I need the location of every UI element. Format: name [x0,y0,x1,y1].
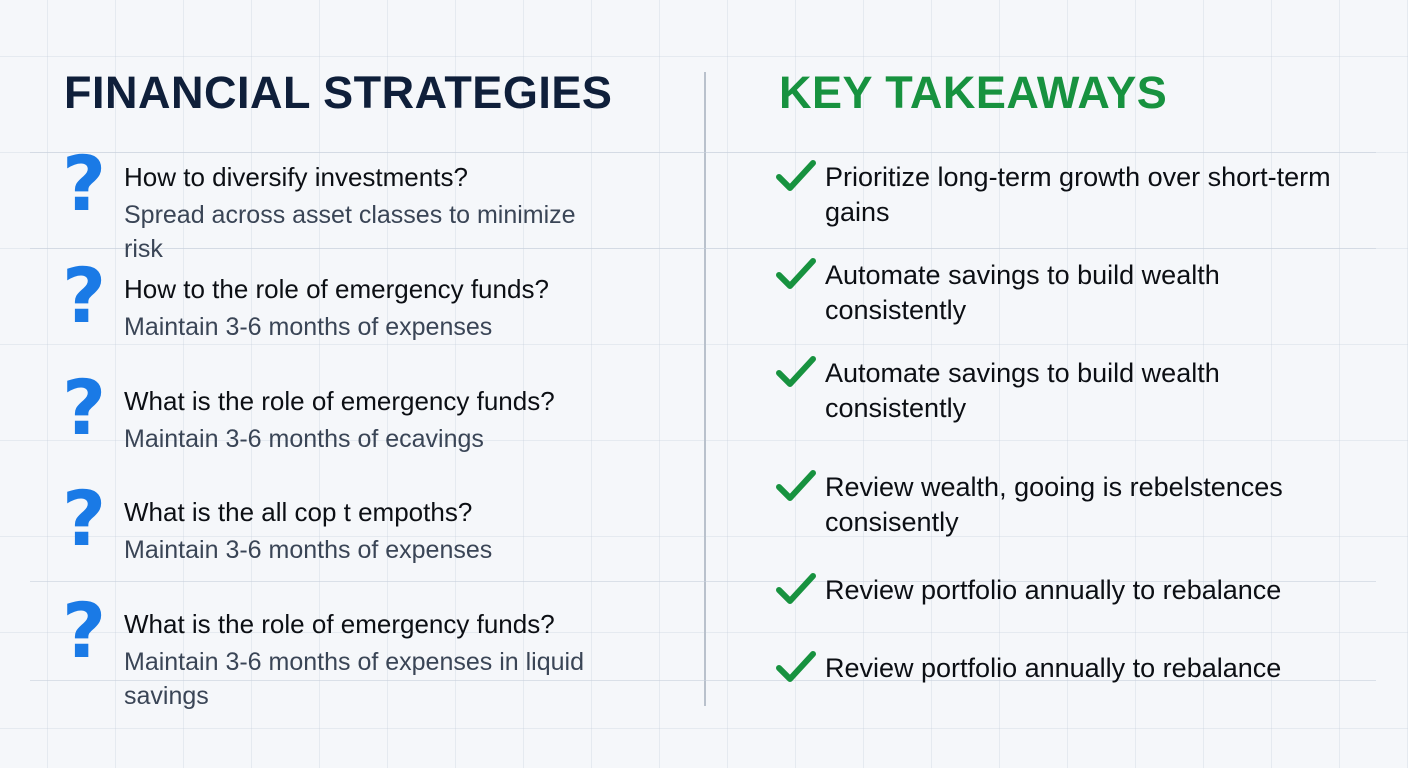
strategy-answer: Spread across asset classes to minimize … [124,201,576,263]
takeaway-text: Prioritize long-term growth over short-t… [825,162,1331,227]
strategy-question: How to the role of emergency funds? [124,274,549,304]
strategy-question: What is the all cop t empoths? [124,497,473,527]
key-takeaways-title: KEY TAKEAWAYS [779,67,1168,118]
checkmark-icon [776,651,816,682]
strategy-question: What is the role of emergency funds? [124,609,555,639]
takeaway-text: Review portfolio annually to rebalance [825,575,1282,605]
checkmark-icon [776,160,816,191]
takeaway-text: Review wealth, gooing is rebelstences co… [825,472,1283,537]
question-mark-icon: ? [61,251,107,340]
strategy-answer: Maintain 3-6 months of ecavings [124,425,484,453]
strategy-question: How to diversify investments? [124,162,468,192]
takeaway-text: Automate savings to build wealth consist… [825,260,1220,325]
question-mark-icon: ? [61,363,107,452]
strategy-question: What is the role of emergency funds? [124,386,555,416]
question-mark-icon: ? [61,474,107,563]
checkmark-icon [776,470,816,501]
grid-line [30,581,1376,582]
grid-line [30,152,1376,153]
takeaway-text: Automate savings to build wealth consist… [825,358,1220,423]
grid-line [30,248,1376,249]
checkmark-icon [776,258,816,289]
question-mark-icon: ? [61,139,107,228]
question-mark-icon: ? [61,586,107,675]
takeaway-text: Review portfolio annually to rebalance [825,653,1282,683]
financial-strategies-title: FINANCIAL STRATEGIES [64,67,613,118]
column-divider [704,72,706,706]
grid-line [30,680,1376,681]
strategy-answer: Maintain 3-6 months of expenses in liqui… [124,648,584,710]
checkmark-icon [776,573,816,604]
strategy-answer: Maintain 3-6 months of expenses [124,313,493,341]
strategy-answer: Maintain 3-6 months of expenses [124,536,493,564]
checkmark-icon [776,356,816,387]
